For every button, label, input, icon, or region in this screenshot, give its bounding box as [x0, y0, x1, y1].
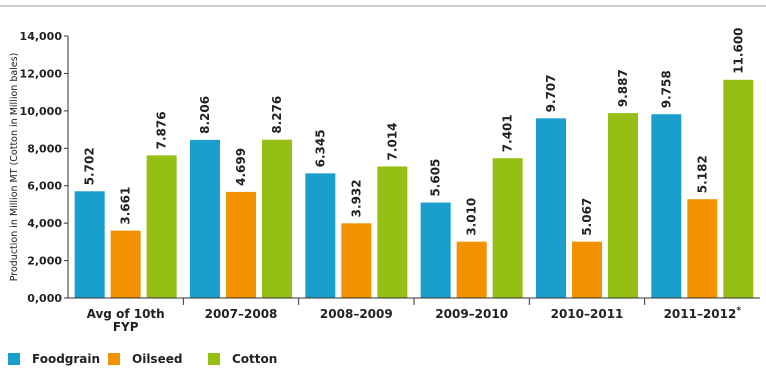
data-label: 9.758: [659, 70, 673, 108]
data-label: 6.345: [313, 129, 327, 167]
data-label: 3.661: [119, 187, 133, 225]
legend: Foodgrain Oilseed Cotton: [8, 352, 277, 366]
data-label: 7.014: [385, 122, 399, 160]
bar-foodgrain: [190, 139, 220, 298]
x-category-label: 2010–2011: [551, 307, 624, 321]
y-tick-label: 8,000: [27, 142, 62, 155]
x-category-label: FYP: [113, 320, 139, 334]
bar-oilseed: [572, 241, 602, 298]
legend-swatch-oilseed: [108, 353, 120, 365]
bar-cotton: [377, 166, 408, 298]
bar-cotton: [146, 155, 177, 298]
y-tick-label: 0,000: [27, 292, 62, 305]
data-label: 7.401: [501, 114, 515, 152]
data-label: 11.600: [731, 27, 745, 73]
bar-oilseed: [687, 199, 718, 298]
y-axis-title: Production in Million MT (Cotton in Mill…: [9, 53, 20, 282]
data-label: 5.605: [429, 159, 443, 197]
bar-oilseed: [456, 241, 487, 298]
bar-foodgrain: [536, 118, 566, 298]
y-tick-label: 10,000: [20, 105, 63, 118]
y-tick-label: 6,000: [27, 180, 62, 193]
bars: [74, 79, 754, 299]
data-labels: 5.702 3.661 7.876 8.206 4.699 8.276 6.345 3.932…: [83, 27, 746, 235]
data-label: 4.699: [234, 148, 248, 186]
data-label: 3.932: [349, 179, 363, 217]
bar-oilseed: [110, 230, 141, 298]
bar-oilseed: [226, 191, 256, 298]
legend-swatch-foodgrain: [8, 353, 20, 365]
y-tick-label: 4,000: [27, 217, 62, 230]
bar-oilseed: [341, 223, 372, 298]
x-category-label: 2007–2008: [205, 307, 278, 321]
data-label: 3.010: [465, 198, 479, 236]
legend-label: Foodgrain: [32, 352, 100, 366]
x-category-label: 2009–2010: [435, 307, 508, 321]
x-category-label: 2008–2009: [320, 307, 393, 321]
data-label: 5.702: [83, 147, 97, 185]
bar-foodgrain: [74, 191, 105, 298]
bar-foodgrain: [420, 202, 451, 298]
data-label: 9.887: [616, 69, 630, 107]
legend-label: Oilseed: [132, 352, 182, 366]
y-tick-label: 12,000: [20, 67, 63, 80]
legend-swatch-cotton: [208, 353, 220, 365]
data-label: 5.067: [580, 198, 594, 236]
bar-cotton: [262, 139, 292, 298]
data-label: 9.707: [544, 74, 558, 112]
bar-cotton: [723, 79, 754, 298]
x-category-label: 2011–2012*: [664, 306, 742, 321]
data-label: 5.182: [695, 155, 709, 193]
data-label: 8.276: [270, 96, 284, 134]
bar-cotton: [608, 113, 638, 298]
bar-cotton: [492, 158, 523, 298]
data-label: 7.876: [155, 111, 169, 149]
y-tick-label: 2,000: [27, 255, 62, 268]
y-axis: 0,000 2,000 4,000 6,000 8,000 10,000 12,000 14,…: [9, 30, 69, 305]
legend-label: Cotton: [232, 352, 277, 366]
y-tick-label: 14,000: [20, 30, 63, 43]
bar-foodgrain: [651, 114, 682, 299]
data-label: 8.206: [198, 96, 212, 134]
bar-foodgrain: [305, 173, 336, 298]
x-category-label: Avg of 10th: [87, 307, 165, 321]
